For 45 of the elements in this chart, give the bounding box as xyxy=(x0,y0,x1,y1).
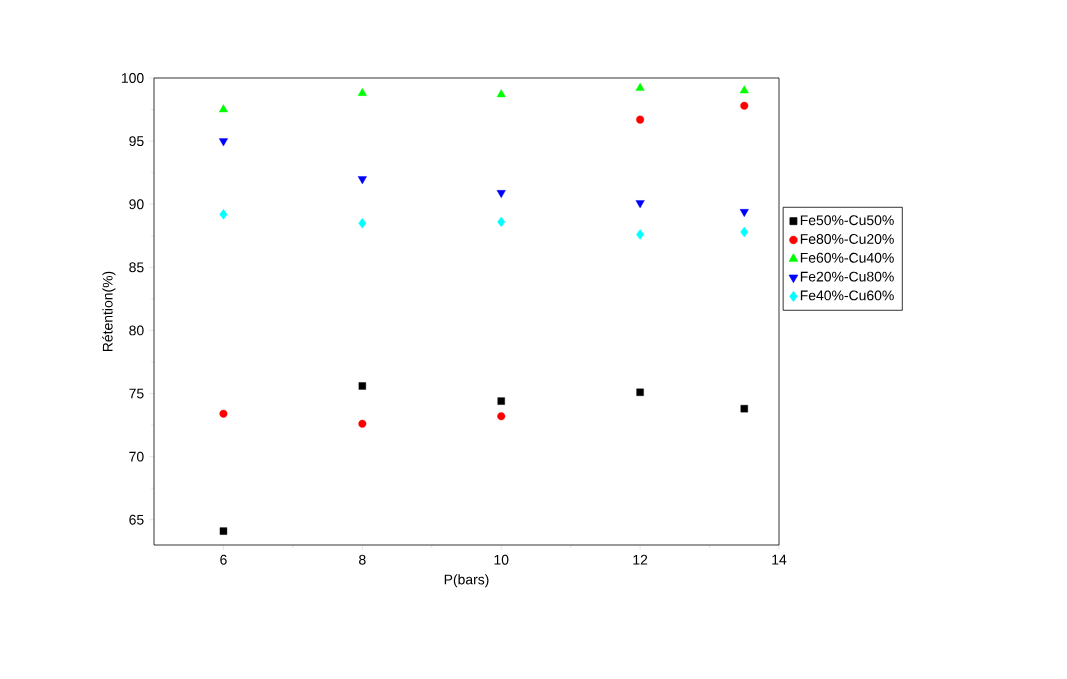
point xyxy=(496,89,506,98)
y-tick-label: 65 xyxy=(129,514,144,525)
point xyxy=(739,209,749,217)
y-tick-label: 75 xyxy=(129,388,144,399)
point xyxy=(636,388,644,396)
y-tick-label: 85 xyxy=(129,262,144,273)
point xyxy=(635,82,645,91)
point xyxy=(358,382,367,390)
point xyxy=(358,419,367,428)
point xyxy=(739,85,749,94)
x-tick-label: 12 xyxy=(633,554,648,565)
point xyxy=(636,229,645,240)
x-tick-label: 10 xyxy=(494,554,509,565)
y-tick-label: 70 xyxy=(129,451,144,462)
y-tick-label: 95 xyxy=(129,136,144,147)
y-tick-label: 80 xyxy=(129,325,144,336)
legend-label: Fe20%-Cu80% xyxy=(800,271,894,282)
legend-label: Fe50%-Cu50% xyxy=(800,215,894,226)
point xyxy=(636,115,645,124)
point xyxy=(740,101,749,110)
point xyxy=(219,527,228,535)
point xyxy=(357,176,367,185)
x-tick-label: 14 xyxy=(772,554,787,565)
legend-label: Fe60%-Cu40% xyxy=(800,252,894,263)
point xyxy=(497,397,505,405)
point xyxy=(218,138,228,147)
legend-label: Fe40%-Cu60% xyxy=(800,290,894,301)
y-tick-label: 90 xyxy=(129,199,144,210)
point xyxy=(219,209,228,220)
y-axis-title: Rétention(%) xyxy=(102,271,116,352)
y-tick-label: 100 xyxy=(121,73,144,83)
point xyxy=(357,87,367,96)
point xyxy=(497,412,506,421)
x-tick-label: 8 xyxy=(359,554,366,565)
point xyxy=(496,190,506,199)
x-tick-label: 6 xyxy=(220,554,227,565)
x-axis-title: P(bars) xyxy=(444,574,489,588)
point xyxy=(740,226,749,238)
legend-label: Fe80%-Cu20% xyxy=(800,234,894,244)
point xyxy=(219,409,228,418)
point xyxy=(497,216,506,228)
point xyxy=(358,217,367,229)
point xyxy=(740,405,748,413)
point xyxy=(218,104,228,113)
point xyxy=(635,200,645,209)
